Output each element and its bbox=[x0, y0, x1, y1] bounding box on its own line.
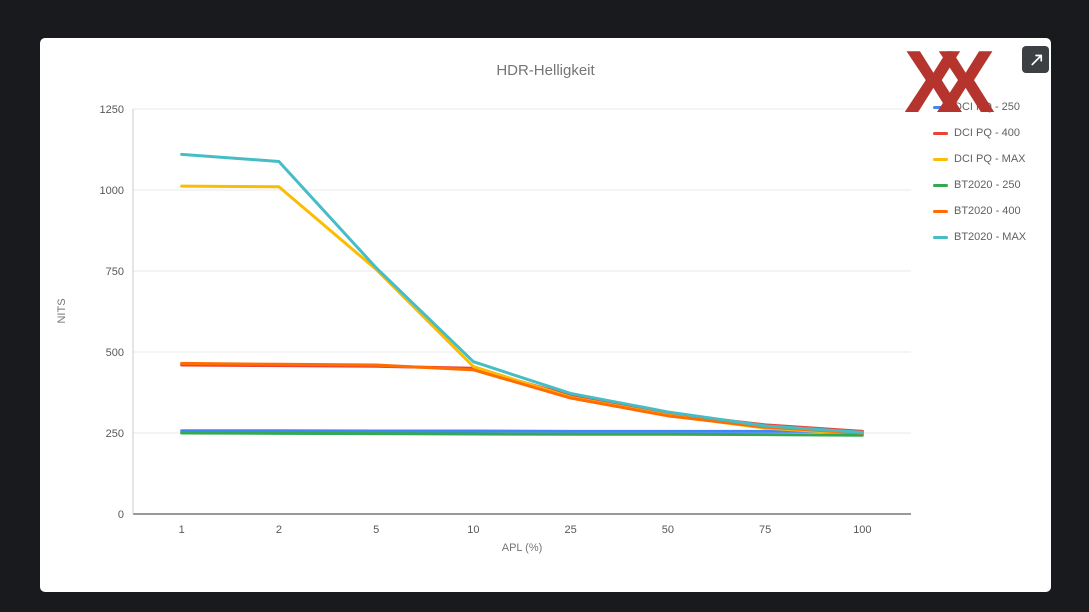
legend-label: BT2020 - MAX bbox=[954, 231, 1027, 243]
legend-item[interactable]: BT2020 - 400 bbox=[933, 198, 1026, 224]
y-tick-label: 0 bbox=[118, 509, 124, 521]
x-tick-label: 100 bbox=[853, 524, 871, 536]
x-tick-label: 5 bbox=[373, 524, 379, 536]
y-tick-label: 750 bbox=[106, 266, 124, 278]
legend-marker bbox=[933, 183, 948, 187]
series-line bbox=[180, 361, 864, 435]
series-line bbox=[180, 152, 864, 434]
open-in-full-icon bbox=[1030, 54, 1042, 65]
x-tick-label: 10 bbox=[467, 524, 479, 536]
x-axis-title: APL (%) bbox=[501, 542, 543, 554]
legend-item[interactable]: BT2020 - 250 bbox=[933, 172, 1026, 198]
x-tick-label: 1 bbox=[179, 524, 185, 536]
x-tick-label: 50 bbox=[662, 524, 674, 536]
legend-item[interactable]: DCI PQ - 250 bbox=[933, 94, 1026, 120]
legend-marker bbox=[933, 105, 948, 109]
legend-label: DCI PQ - 250 bbox=[954, 101, 1021, 113]
x-tick-label: 25 bbox=[565, 524, 577, 536]
x-tick-label: 75 bbox=[759, 524, 771, 536]
chart-legend: DCI PQ - 250 DCI PQ - 400 DCI PQ - MAX BT20… bbox=[933, 94, 1026, 250]
legend-marker bbox=[933, 235, 948, 239]
y-tick-label: 1000 bbox=[100, 185, 124, 197]
legend-marker bbox=[933, 131, 948, 135]
legend-marker bbox=[933, 157, 948, 161]
legend-item[interactable]: BT2020 - MAX bbox=[933, 224, 1026, 250]
expand-chart-button[interactable] bbox=[1022, 46, 1049, 73]
legend-label: BT2020 - 250 bbox=[954, 179, 1021, 191]
x-tick-label: 2 bbox=[276, 524, 282, 536]
legend-marker bbox=[933, 209, 948, 213]
legend-item[interactable]: DCI PQ - MAX bbox=[933, 146, 1026, 172]
legend-label: DCI PQ - 400 bbox=[954, 127, 1021, 139]
series-line bbox=[180, 429, 864, 433]
series-line bbox=[180, 363, 864, 433]
chart-title: HDR-Helligkeit bbox=[496, 62, 595, 79]
y-tick-label: 250 bbox=[106, 428, 124, 440]
legend-item[interactable]: DCI PQ - 400 bbox=[933, 120, 1026, 146]
legend-label: DCI PQ - MAX bbox=[954, 153, 1026, 165]
y-axis-title: NITS bbox=[56, 298, 68, 324]
y-tick-label: 500 bbox=[106, 347, 124, 359]
series-line bbox=[180, 431, 864, 437]
y-tick-label: 1250 bbox=[100, 104, 124, 116]
chart-card: HDR-Helligkeit 0 250 500 750 1000 1250 1 2 5 10 25… bbox=[40, 38, 1051, 592]
legend-label: BT2020 - 400 bbox=[954, 205, 1021, 217]
series-line bbox=[180, 184, 864, 436]
